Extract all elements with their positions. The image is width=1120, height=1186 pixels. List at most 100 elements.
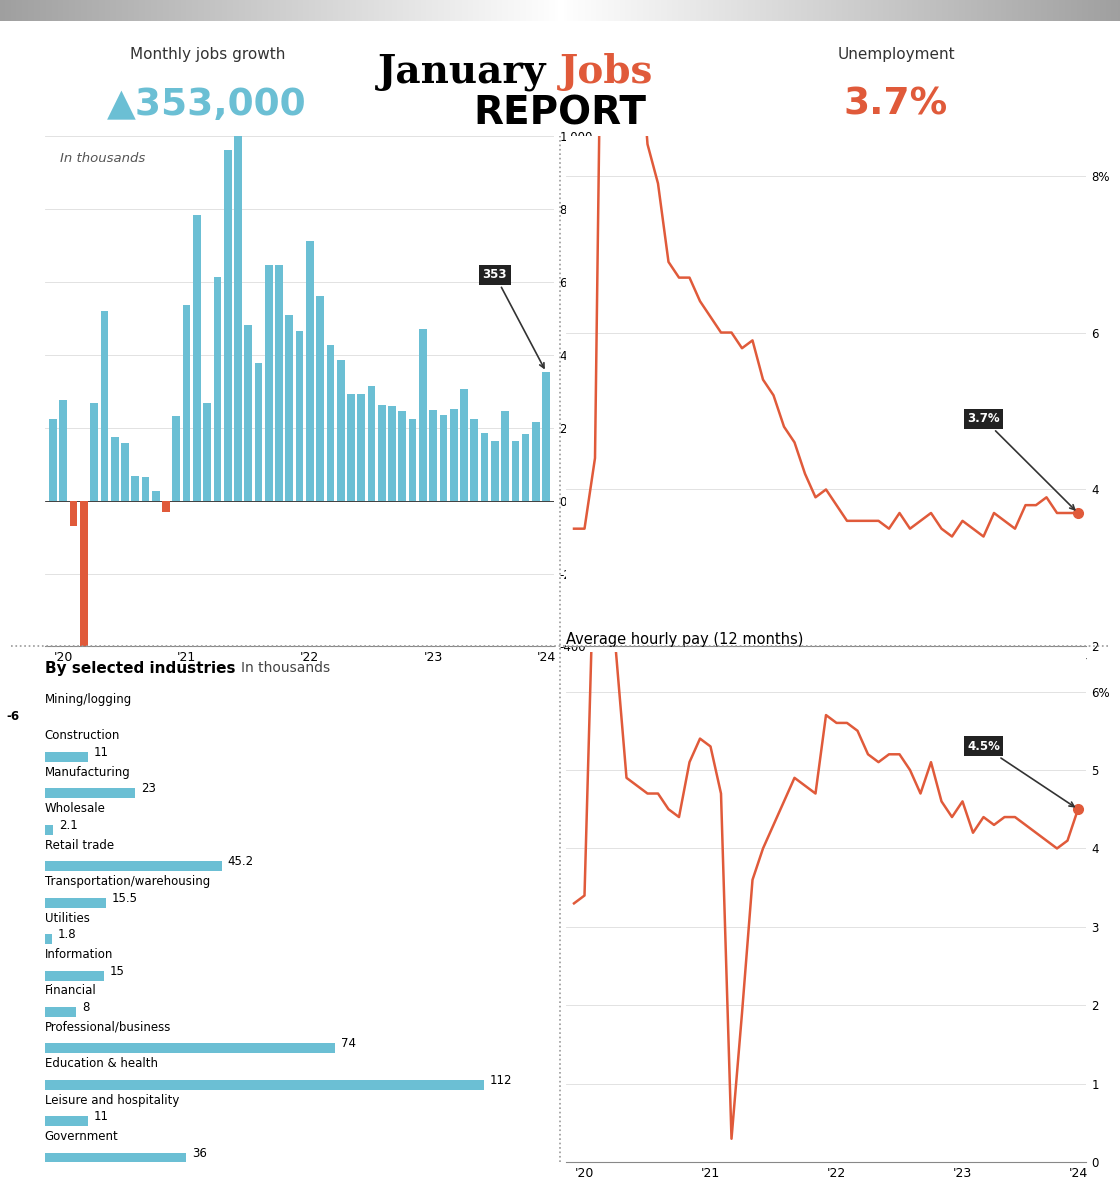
Bar [101,311,109,500]
Text: In thousands: In thousands [60,152,146,165]
Text: In thousands: In thousands [241,662,330,675]
Text: Utilities: Utilities [45,912,90,925]
Text: 74: 74 [340,1038,356,1051]
Bar [347,394,355,500]
Bar [69,500,77,527]
Bar [439,415,447,500]
Text: 45.2: 45.2 [227,855,254,868]
Bar [286,315,293,500]
Bar [45,970,103,981]
Bar [450,408,458,500]
Text: Construction: Construction [45,729,120,742]
Bar [532,422,540,500]
Bar [152,491,160,500]
Bar [203,403,211,500]
Text: By selected industries: By selected industries [45,662,235,676]
Bar [162,500,170,511]
Bar [244,325,252,500]
Bar [80,500,87,1001]
Bar [327,345,334,500]
Text: 2.1: 2.1 [59,818,77,831]
Bar [49,419,57,500]
Text: Mining/logging: Mining/logging [45,693,132,706]
Text: Government: Government [45,1130,119,1143]
Bar [193,215,200,500]
Bar [254,363,262,500]
Text: 11: 11 [94,746,109,759]
Bar [389,406,396,500]
Bar [377,404,385,500]
Bar [45,752,87,763]
Bar [45,898,105,907]
Bar [45,789,136,798]
Text: Professional/business: Professional/business [45,1021,171,1034]
Bar [121,444,129,500]
Bar [45,1007,76,1018]
Text: 3.7%: 3.7% [968,413,1075,510]
Bar [234,103,242,500]
Bar [306,241,314,500]
Bar [141,477,149,500]
Text: Information: Information [45,948,113,961]
Bar [512,440,520,500]
Text: Wholesale: Wholesale [45,802,105,815]
Text: Education & health: Education & health [45,1057,158,1070]
Text: -6: -6 [7,709,19,722]
Bar [337,361,345,500]
Bar [419,329,427,500]
Bar [214,278,222,500]
Bar [265,264,272,500]
Bar [429,410,437,500]
Text: 112: 112 [489,1073,512,1086]
Text: Average hourly pay (12 months): Average hourly pay (12 months) [566,632,803,648]
Bar [357,394,365,500]
Bar [131,477,139,500]
Text: REPORT: REPORT [474,95,646,133]
Bar [296,331,304,500]
Bar [367,385,375,500]
Text: Unemployment: Unemployment [837,47,955,63]
Text: 1.8: 1.8 [58,929,76,942]
Bar [502,412,508,500]
Bar [45,861,222,872]
Bar [45,1080,484,1090]
Bar [399,410,407,500]
Bar [45,935,52,944]
Bar [172,416,180,500]
Text: Retail trade: Retail trade [45,839,114,852]
Bar [480,433,488,500]
Text: Financial: Financial [45,984,96,997]
Text: Monthly jobs growth: Monthly jobs growth [130,47,284,63]
Bar [45,1153,186,1162]
Text: 353: 353 [483,268,544,368]
Bar [111,436,119,500]
Text: 11: 11 [94,1110,109,1123]
Text: Leisure and hospitality: Leisure and hospitality [45,1093,179,1107]
Bar [183,306,190,500]
Text: January: January [377,53,560,91]
Bar [21,715,45,726]
Text: Manufacturing: Manufacturing [45,766,131,779]
Text: 3.7%: 3.7% [843,87,949,122]
Text: Transportation/warehousing: Transportation/warehousing [45,875,211,888]
Bar [522,434,530,500]
Text: 8: 8 [82,1001,90,1014]
Text: 23: 23 [141,783,156,796]
Bar [409,420,417,500]
Bar [45,1116,87,1127]
Bar [91,403,97,500]
Bar [316,296,324,500]
Text: 15.5: 15.5 [111,892,138,905]
Bar [542,372,550,500]
Bar [460,389,468,500]
Bar [491,440,498,500]
Text: 15: 15 [110,964,124,977]
Text: ▲353,000: ▲353,000 [108,87,307,122]
Text: 36: 36 [192,1147,207,1160]
Text: 4.5%: 4.5% [967,740,1074,806]
Bar [224,151,232,500]
Bar [45,1044,335,1053]
Text: Jobs: Jobs [560,53,653,91]
Bar [59,401,67,500]
Bar [470,419,478,500]
